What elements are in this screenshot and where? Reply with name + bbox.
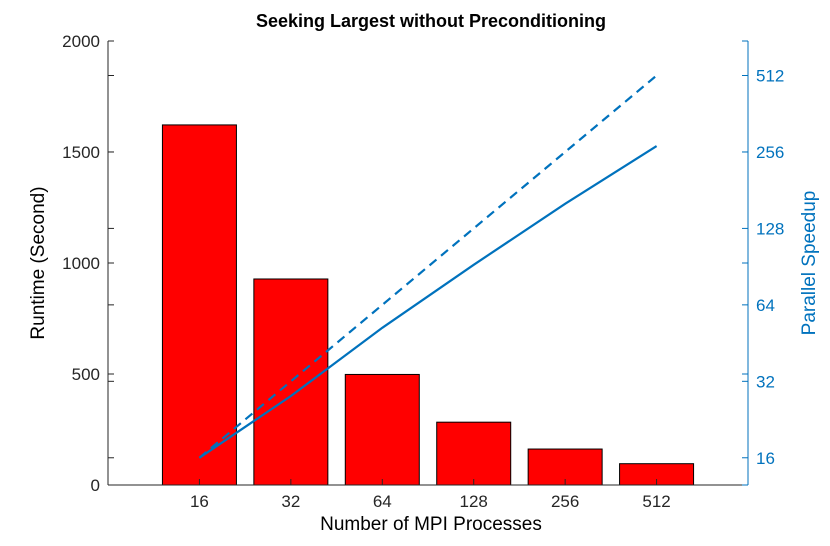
runtime-bars xyxy=(161,124,695,486)
y-tick-label-0: 0 xyxy=(91,476,100,495)
y2-tick-label-128: 128 xyxy=(756,219,784,238)
y-tick-label-500: 500 xyxy=(72,365,100,384)
runtime-bar-16 xyxy=(161,124,237,486)
y2-axis-title: Parallel Speedup xyxy=(799,191,820,336)
x-tick-label-32: 32 xyxy=(281,492,300,511)
ideal-speedup-line xyxy=(198,74,658,459)
tick-marks xyxy=(108,40,748,486)
y2-tick-label-64: 64 xyxy=(756,296,775,315)
x-tick-label-128: 128 xyxy=(460,492,488,511)
y2-tick-label-32: 32 xyxy=(756,372,775,391)
x-tick-label-64: 64 xyxy=(373,492,392,511)
runtime-bar-32 xyxy=(253,278,329,486)
y-axis-title: Runtime (Second) xyxy=(28,186,49,339)
x-tick-label-16: 16 xyxy=(190,492,209,511)
x-axis-title: Number of MPI Processes xyxy=(320,514,542,535)
x-tick-label-256: 256 xyxy=(551,492,579,511)
y2-tick-label-512: 512 xyxy=(756,66,784,85)
y2-tick-label-256: 256 xyxy=(756,143,784,162)
tick-labels: 0 500 1000 1500 2000 16 32 64 128 256 512 16 32 64 128… xyxy=(62,32,784,511)
y2-tick-label-16: 16 xyxy=(756,449,775,468)
x-tick-label-512: 512 xyxy=(642,492,670,511)
runtime-bar-128 xyxy=(436,421,512,486)
y-tick-label-1000: 1000 xyxy=(62,254,100,273)
measured-speedup-line xyxy=(198,145,658,459)
chart-title: Seeking Largest without Preconditioning xyxy=(256,11,606,31)
speedup-lines xyxy=(198,74,658,459)
runtime-bar-64 xyxy=(344,373,420,486)
y-tick-label-2000: 2000 xyxy=(62,32,100,51)
y-tick-label-1500: 1500 xyxy=(62,143,100,162)
